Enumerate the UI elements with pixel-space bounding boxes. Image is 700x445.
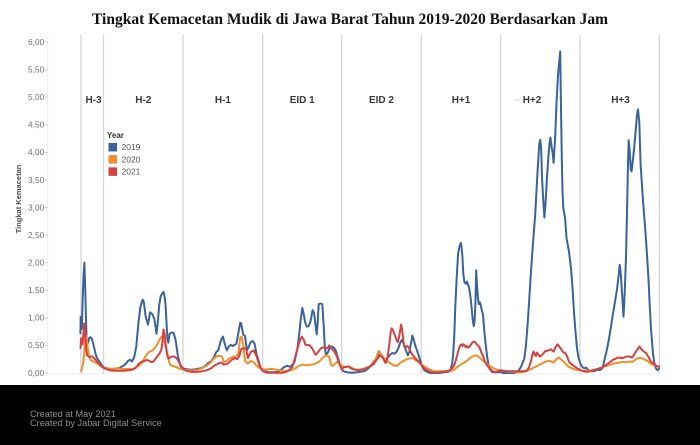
svg-text:4,00: 4,00 bbox=[28, 147, 45, 157]
svg-text:2021: 2021 bbox=[122, 167, 141, 177]
svg-text:1,50: 1,50 bbox=[28, 285, 45, 295]
svg-text:5,50: 5,50 bbox=[28, 65, 45, 75]
svg-text:H+2: H+2 bbox=[523, 95, 542, 106]
svg-text:H+3: H+3 bbox=[611, 95, 630, 106]
svg-text:4,50: 4,50 bbox=[28, 120, 45, 130]
svg-text:~: ~ bbox=[515, 96, 520, 105]
svg-text:0,00: 0,00 bbox=[28, 368, 45, 378]
svg-text:3,00: 3,00 bbox=[28, 202, 45, 212]
svg-text:EID 1: EID 1 bbox=[290, 95, 315, 106]
svg-text:Created at May 2021: Created at May 2021 bbox=[30, 409, 116, 419]
svg-text:H-2: H-2 bbox=[135, 95, 152, 106]
svg-text:EID 2: EID 2 bbox=[369, 95, 394, 106]
svg-text:2,50: 2,50 bbox=[28, 230, 45, 240]
svg-text:Created by Jabar Digital Servi: Created by Jabar Digital Service bbox=[30, 418, 162, 428]
svg-text:H-3: H-3 bbox=[85, 95, 102, 106]
svg-text:6,00: 6,00 bbox=[28, 37, 45, 47]
svg-text:2019: 2019 bbox=[122, 142, 141, 152]
svg-text:Year: Year bbox=[107, 131, 124, 140]
svg-text:H-1: H-1 bbox=[215, 95, 232, 106]
svg-text:2020: 2020 bbox=[122, 154, 141, 164]
svg-text:1,00: 1,00 bbox=[28, 313, 45, 323]
svg-text:3,50: 3,50 bbox=[28, 175, 45, 185]
svg-text:Tingkat Kemacetan Mudik di Jaw: Tingkat Kemacetan Mudik di Jawa Barat Ta… bbox=[92, 11, 608, 28]
svg-text:Tingkat Kemacetan: Tingkat Kemacetan bbox=[14, 164, 23, 233]
svg-text:0,50: 0,50 bbox=[28, 340, 45, 350]
svg-text:5,00: 5,00 bbox=[28, 92, 45, 102]
svg-text:2,00: 2,00 bbox=[28, 258, 45, 268]
svg-text:H+1: H+1 bbox=[452, 95, 471, 106]
